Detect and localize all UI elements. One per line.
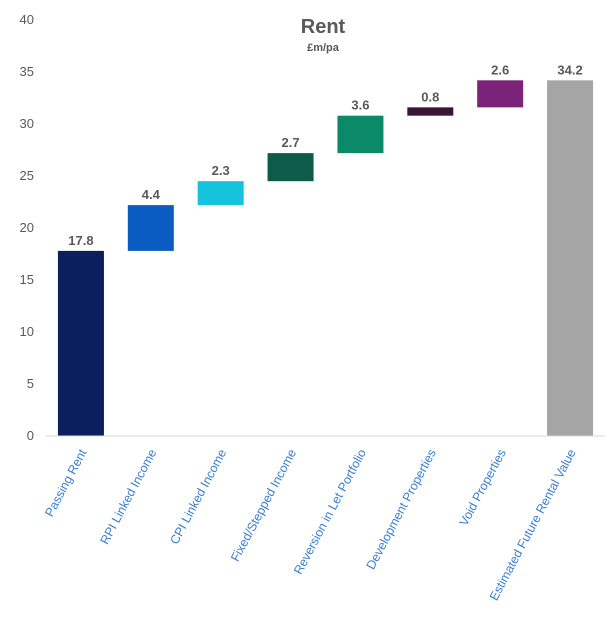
data-label: 2.3 bbox=[212, 163, 230, 178]
y-tick-label: 15 bbox=[20, 272, 34, 287]
bar bbox=[407, 107, 454, 116]
bar bbox=[127, 205, 174, 251]
x-tick-label: Fixed/Stepped Income bbox=[228, 447, 299, 564]
y-tick-label: 30 bbox=[20, 116, 34, 131]
y-tick-label: 40 bbox=[20, 12, 34, 27]
x-tick-label: RPI Linked Income bbox=[98, 447, 160, 547]
data-label: 34.2 bbox=[557, 62, 582, 77]
data-label: 0.8 bbox=[421, 89, 439, 104]
bar bbox=[197, 181, 244, 206]
bar bbox=[267, 153, 314, 182]
data-label: 4.4 bbox=[142, 187, 161, 202]
bar bbox=[547, 80, 594, 436]
x-tick-label: Development Properties bbox=[364, 447, 439, 572]
y-tick-label: 10 bbox=[20, 324, 34, 339]
data-label: 17.8 bbox=[68, 233, 93, 248]
bar bbox=[337, 115, 384, 154]
data-label: 2.6 bbox=[491, 62, 509, 77]
data-label: 3.6 bbox=[351, 98, 369, 113]
bar bbox=[477, 80, 524, 108]
x-tick-label: Void Properties bbox=[457, 447, 509, 528]
data-labels: 17.8 4.4 2.3 2.7 3.6 0.8 2.6 34.2 bbox=[68, 62, 582, 248]
data-label: 2.7 bbox=[282, 135, 300, 150]
x-tick-label: Estimated Future Rental Value bbox=[487, 447, 579, 603]
x-axis: Passing Rent RPI Linked Income CPI Linked … bbox=[42, 435, 605, 603]
y-tick-label: 5 bbox=[27, 376, 34, 391]
bar bbox=[57, 250, 104, 436]
chart-title: Rent bbox=[301, 16, 346, 38]
x-tick-label: Passing Rent bbox=[42, 446, 90, 519]
y-tick-label: 0 bbox=[27, 428, 34, 443]
chart-subtitle: £m/pa bbox=[307, 42, 340, 54]
y-tick-label: 35 bbox=[20, 64, 34, 79]
x-tick-label: Reversion in Let Portfolio bbox=[291, 447, 369, 577]
x-tick-label: CPI Linked Income bbox=[167, 447, 229, 547]
bar-series bbox=[57, 80, 594, 436]
y-axis: 0 5 10 15 20 25 30 35 40 bbox=[20, 12, 34, 443]
y-tick-label: 20 bbox=[20, 220, 34, 235]
y-tick-label: 25 bbox=[20, 168, 34, 183]
